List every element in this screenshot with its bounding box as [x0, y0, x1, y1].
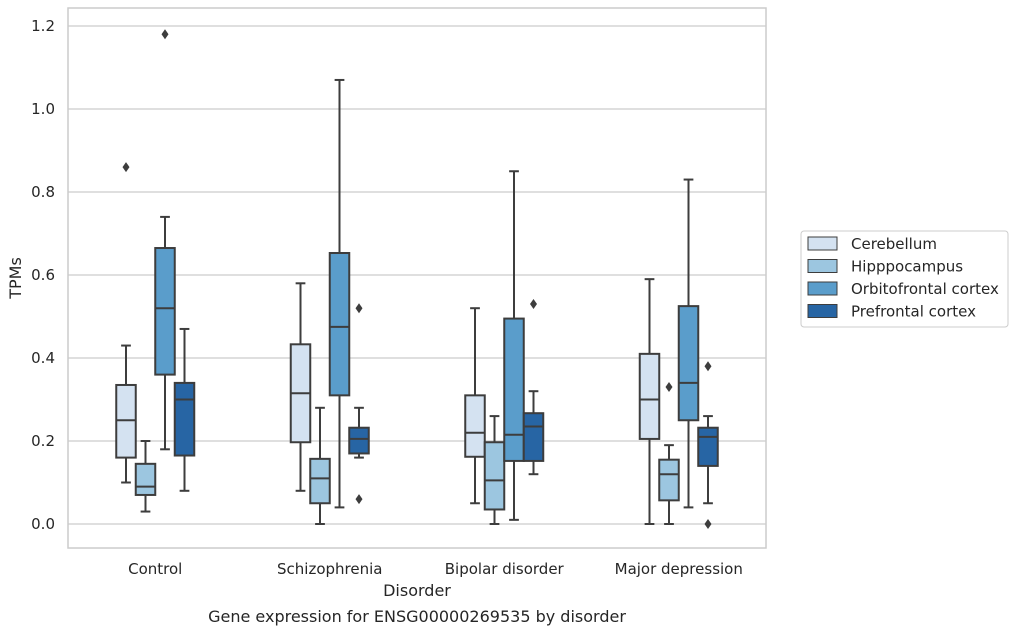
x-tick-label: Major depression — [615, 560, 743, 578]
box-iqr — [697, 426, 719, 467]
outlier-point — [704, 361, 712, 372]
box-iqr — [638, 352, 661, 440]
legend-label: Cerebellum — [851, 235, 937, 253]
box-iqr — [328, 252, 351, 397]
box-iqr — [115, 383, 137, 459]
box-iqr — [658, 458, 680, 502]
box-prefrontal-cortex-1 — [348, 303, 370, 505]
legend-swatch — [807, 259, 838, 273]
legend-swatch — [807, 236, 838, 251]
legend: Cerebellum Hipppocampus Orbitofrontal cort… — [800, 230, 1009, 328]
box-iqr — [522, 412, 545, 462]
x-tick-label: Bipolar disorder — [445, 560, 565, 578]
legend-swatch — [807, 281, 838, 296]
outlier-point — [530, 299, 537, 310]
box-hipppocampus-1 — [309, 406, 331, 525]
box-prefrontal-cortex-3 — [697, 361, 719, 529]
x-tick-label: Control — [128, 560, 182, 578]
outlier-point — [355, 303, 363, 314]
y-tick-labels: 0.0 0.2 0.4 0.6 0.8 1.0 1.2 — [31, 17, 55, 533]
y-tick-label: 1.0 — [31, 100, 55, 118]
box-iqr — [503, 317, 525, 462]
box-iqr — [464, 394, 486, 458]
outlier-point — [161, 29, 169, 40]
box-orbitofrontal-cortex-2 — [503, 170, 525, 521]
box-hipppocampus-2 — [483, 415, 506, 525]
box-iqr — [309, 457, 331, 505]
box-iqr — [173, 381, 196, 457]
box-iqr — [483, 441, 506, 511]
box-hipppocampus-0 — [134, 440, 157, 513]
outlier-point — [704, 519, 712, 529]
y-tick-label: 0.4 — [31, 349, 55, 367]
legend-label: Hipppocampus — [851, 258, 963, 276]
outlier-point — [665, 382, 673, 393]
box-iqr — [154, 247, 176, 376]
box-cerebellum-3 — [638, 278, 661, 525]
box-prefrontal-cortex-2 — [522, 299, 545, 476]
box-cerebellum-2 — [464, 307, 486, 505]
box-iqr — [677, 305, 700, 422]
figure-caption: Gene expression for ENSG00000269535 by d… — [208, 607, 626, 626]
y-axis-label: TPMs — [6, 257, 25, 300]
box-prefrontal-cortex-0 — [173, 327, 196, 492]
legend-label: Prefrontal cortex — [851, 303, 976, 321]
box-cerebellum-0 — [115, 162, 137, 484]
box-iqr — [348, 426, 370, 455]
box-orbitofrontal-cortex-3 — [677, 178, 700, 509]
box-iqr — [134, 462, 157, 496]
box-cerebellum-1 — [289, 282, 312, 492]
legend-frame — [800, 230, 1009, 328]
outlier-point — [355, 494, 363, 505]
x-tick-label: Schizophrenia — [277, 560, 382, 578]
box-hipppocampus-3 — [658, 382, 680, 525]
legend-swatch — [807, 304, 838, 318]
boxes-layer — [115, 29, 719, 529]
y-tick-label: 0.6 — [31, 266, 55, 284]
y-tick-label: 0.0 — [31, 515, 55, 533]
y-tick-label: 1.2 — [31, 17, 55, 35]
outlier-point — [122, 162, 130, 173]
box-orbitofrontal-cortex-0 — [154, 29, 176, 451]
x-tick-labels: Control Schizophrenia Bipolar disorder Majo… — [128, 560, 743, 578]
y-tick-label: 0.2 — [31, 432, 55, 450]
x-axis-label: Disorder — [383, 581, 451, 600]
y-tick-label: 0.8 — [31, 183, 55, 201]
legend-label: Orbitofrontal cortex — [851, 280, 999, 298]
box-orbitofrontal-cortex-1 — [328, 78, 351, 509]
